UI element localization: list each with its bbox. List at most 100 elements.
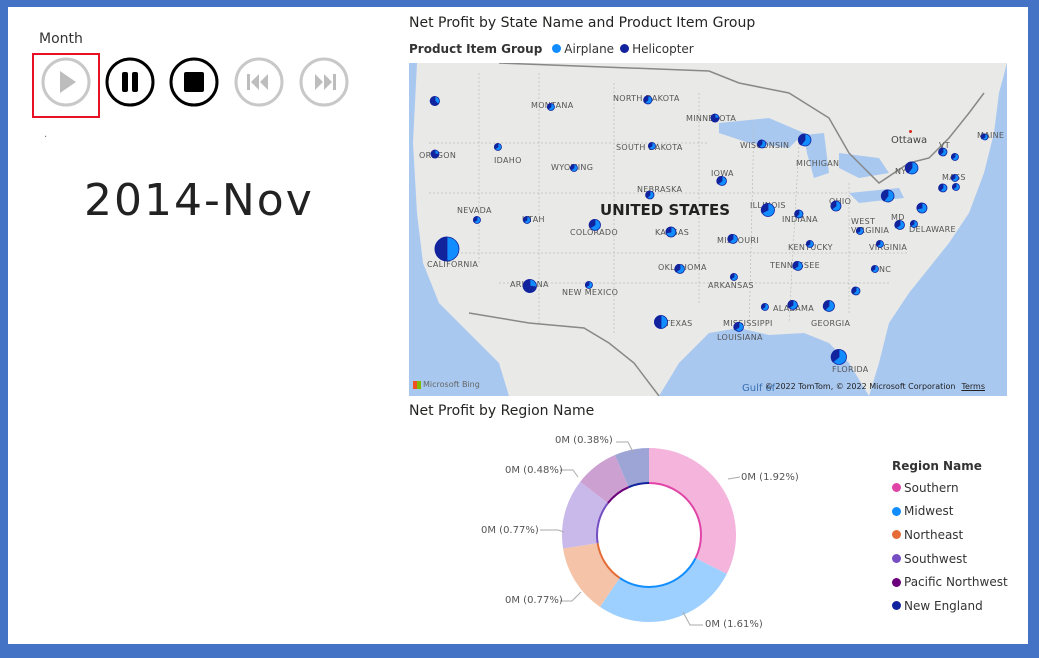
state-pie-marker [547, 103, 555, 111]
state-label: MD [891, 213, 905, 222]
bing-logo: Microsoft Bing [413, 380, 480, 389]
state-label: NC [879, 265, 892, 274]
pause-button[interactable] [105, 57, 155, 107]
state-pie-marker [716, 176, 727, 186]
state-pie-marker [429, 96, 440, 106]
donut-title: Net Profit by Region Name [409, 403, 595, 419]
donut-slice-inner-edge [628, 482, 650, 489]
state-pie-marker [727, 234, 738, 244]
state-pie-marker [792, 261, 803, 271]
state-label: INDIANA [782, 215, 818, 224]
map-legend-item[interactable]: Airplane [552, 42, 614, 56]
state-pie-marker [674, 264, 685, 274]
map-background [409, 63, 1007, 396]
state-label: NY [895, 167, 907, 176]
state-pie-marker [760, 203, 775, 217]
map-area[interactable]: Ottawa MONTANA NORTH DAKOTA MINNESOTA OR… [409, 63, 1007, 396]
donut-legend-item[interactable]: Southwest [892, 547, 1008, 571]
state-pie-marker [904, 161, 919, 175]
state-pie-marker [794, 209, 804, 219]
donut-leader-line [560, 591, 582, 602]
state-pie-marker [871, 265, 879, 273]
state-pie-marker [730, 273, 738, 281]
state-label: GEORGIA [811, 319, 851, 328]
state-pie-marker [916, 202, 928, 214]
stop-icon [169, 57, 219, 107]
donut-data-label: 0M (0.77%) [505, 595, 563, 606]
state-pie-marker [938, 147, 948, 157]
map-pie-markers [429, 95, 989, 365]
state-label: VT [939, 141, 950, 150]
donut-legend-item[interactable]: Southern [892, 476, 1008, 500]
state-label: LOUISIANA [717, 333, 763, 342]
donut-slice [599, 558, 727, 622]
donut-data-label: 0M (0.38%) [555, 435, 613, 446]
state-pie-marker [951, 153, 959, 161]
state-pie-marker [522, 279, 537, 293]
state-pie-marker [880, 189, 895, 203]
state-label: DELAWARE [909, 225, 956, 234]
donut-slice-inner-edge [619, 557, 697, 588]
state-pie-marker [910, 220, 918, 228]
state-pie-marker [830, 349, 847, 365]
state-pie-marker [585, 281, 593, 289]
state-pie-marker [830, 200, 842, 212]
state-pie-marker [523, 216, 531, 224]
terms-link[interactable]: Terms [961, 382, 985, 391]
donut-legend-item[interactable]: New England [892, 594, 1008, 618]
donut-leader-line [682, 611, 703, 626]
skip-back-icon [234, 57, 284, 107]
state-pie-marker [980, 133, 989, 141]
state-pie-marker [733, 322, 744, 332]
state-label: IDAHO [494, 156, 522, 165]
state-label: VIRGINIA [869, 243, 908, 252]
gulf-label: Gulf of [742, 383, 776, 394]
play-axis-dot: · [44, 132, 48, 143]
donut-slice [614, 448, 649, 488]
state-label: WEST VIRGINIA [851, 217, 890, 235]
donut-legend-title: Region Name [892, 459, 982, 473]
state-label: ARKANSAS [708, 281, 754, 290]
state-label: OHIO [829, 197, 852, 206]
next-button[interactable] [299, 57, 349, 107]
donut-slice-inner-edge [607, 486, 630, 504]
state-label: MICHIGAN [796, 159, 840, 168]
microsoft-logo-icon [413, 380, 421, 389]
report-canvas: Month · 2014-Nov [8, 7, 1028, 644]
stop-button[interactable] [169, 57, 219, 107]
state-pie-marker [894, 220, 905, 230]
play-button-focus-outline [32, 53, 100, 118]
play-axis-current-value: 2014-Nov [84, 175, 314, 226]
state-label: FLORIDA [832, 365, 869, 374]
state-pie-marker [938, 183, 948, 193]
donut-slice-inner-edge [596, 542, 621, 579]
map-legend-item[interactable]: Helicopter [620, 42, 694, 56]
map-title: Net Profit by State Name and Product Ite… [409, 15, 756, 31]
donut-legend: Region Name Southern Midwest Northeast S… [892, 459, 1008, 618]
map-legend: Product Item Group Airplane Helicopter [409, 42, 694, 56]
donut-legend-item[interactable]: Pacific Northwest [892, 570, 1008, 594]
state-label: COLORADO [570, 228, 618, 237]
donut-legend-item[interactable]: Northeast [892, 523, 1008, 547]
previous-button[interactable] [234, 57, 284, 107]
donut-leader-line [540, 529, 565, 533]
donut-slice [563, 543, 620, 607]
state-pie-marker [473, 216, 481, 224]
state-label: IOWA [711, 169, 734, 178]
donut-legend-item[interactable]: Midwest [892, 500, 1008, 524]
donut-slice [561, 481, 608, 549]
state-pie-marker [654, 315, 668, 329]
donut-slice-inner-edge [596, 502, 609, 544]
state-label: MISSISSIPPI [723, 319, 773, 328]
donut-leader-line [727, 476, 741, 480]
state-pie-marker [648, 142, 656, 150]
play-button[interactable] [41, 57, 91, 107]
state-pie-marker [665, 226, 677, 238]
state-pie-marker [757, 139, 767, 149]
state-pie-marker [643, 95, 653, 105]
state-pie-marker [761, 303, 769, 311]
state-pie-marker [434, 236, 460, 262]
donut-leader-line [616, 441, 634, 453]
skip-forward-icon [299, 57, 349, 107]
donut-slice-inner-edge [648, 482, 702, 559]
